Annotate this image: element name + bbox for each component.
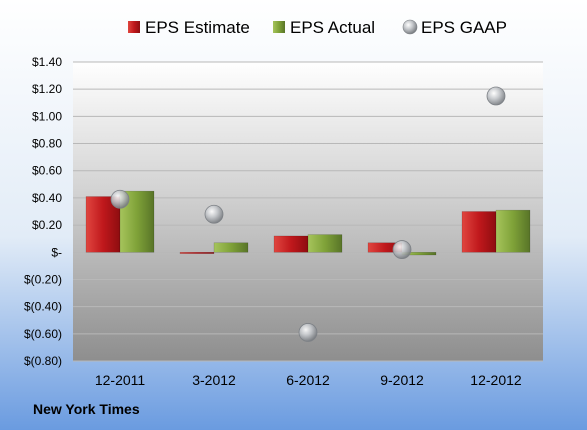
y-tick-label: $(0.80) [24,354,62,368]
eps-estimate-legend-label: EPS Estimate [145,18,250,37]
y-tick-label: $0.20 [32,218,62,232]
eps-estimate-bar [461,211,497,253]
y-tick-label: $1.20 [32,82,62,96]
eps-estimate-bar [273,235,309,253]
y-tick-label: $1.00 [32,109,62,123]
gaap-points [110,86,506,342]
legend: EPS Estimate EPS Actual EPS GAAP [128,18,507,37]
eps-gaap-point [486,86,506,106]
x-tick-label: 6-2012 [286,372,330,388]
eps-actual-bar [307,234,343,253]
company-name: New York Times [33,401,140,417]
eps-gaap-legend-swatch [402,19,418,35]
x-tick-label: 3-2012 [192,372,236,388]
y-tick-label: $(0.20) [24,272,62,286]
x-axis-ticks: 12-2011 3-2012 6-2012 9-2012 12-2012 [95,372,522,388]
eps-gaap-point [110,189,130,209]
eps-estimate-bar [179,252,215,254]
eps-actual-bar [495,209,531,253]
x-tick-label: 12-2011 [95,372,146,388]
eps-gaap-point [204,204,224,224]
eps-gaap-point [392,240,412,259]
y-tick-label: $0.40 [32,191,62,205]
y-axis-ticks: $1.40 $1.20 $1.00 $0.80 $0.60 $0.40 $0.20 $- $(0… [24,55,62,368]
eps-actual-legend-label: EPS Actual [290,18,375,37]
y-tick-label: $- [51,245,62,259]
y-tick-label: $(0.60) [24,327,62,341]
y-tick-label: $1.40 [32,55,62,69]
eps-actual-legend-swatch [273,21,285,33]
eps-gaap-point [298,323,318,342]
x-tick-label: 9-2012 [380,372,424,388]
y-tick-label: $(0.40) [24,300,62,314]
eps-actual-bar [213,242,249,253]
y-tick-label: $0.60 [32,164,62,178]
x-tick-label: 12-2012 [470,372,522,388]
y-tick-label: $0.80 [32,137,62,151]
eps-estimate-legend-swatch [128,21,140,33]
eps-gaap-legend-label: EPS GAAP [421,18,507,37]
